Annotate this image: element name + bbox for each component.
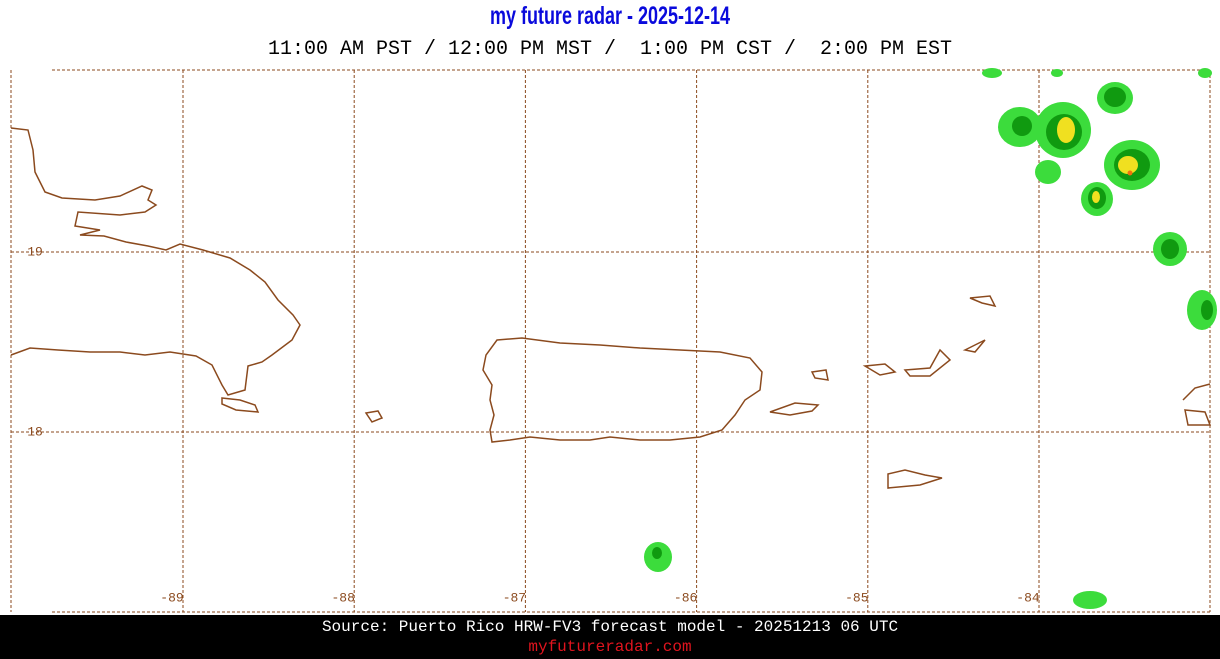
longitude-label: -87 xyxy=(503,590,526,605)
longitude-label: -84 xyxy=(1016,590,1040,605)
latitude-label: 18 xyxy=(27,424,43,439)
source: Source: Puerto Rico HRW-FV3 forecast mod… xyxy=(321,618,899,636)
coastlines xyxy=(10,127,1212,489)
longitude-label: -89 xyxy=(160,590,183,605)
longitude-label: -86 xyxy=(674,590,697,605)
latitude-label: 19 xyxy=(27,244,43,259)
radar-echoes xyxy=(644,68,1217,609)
time-zones: 11:00 AM PST / 12:00 PM MST / 1:00 PM CS… xyxy=(267,38,953,61)
site-link[interactable]: myfutureradar.com xyxy=(528,638,692,656)
longitude-label: -85 xyxy=(845,590,868,605)
title: my future radar - 2025-12-14 xyxy=(489,2,731,30)
map: 18 19 -84 -85 -86 -87 -88 -89 xyxy=(10,68,1217,613)
longitude-label: -88 xyxy=(331,590,354,605)
footer: Source: Puerto Rico HRW-FV3 forecast mod… xyxy=(0,615,1220,659)
map-frame xyxy=(10,69,1211,613)
